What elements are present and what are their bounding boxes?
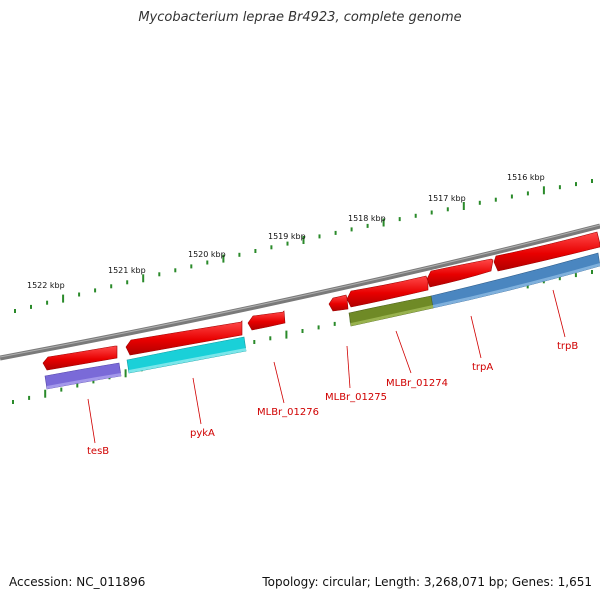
outer-ruler-minor-tick bbox=[206, 260, 209, 265]
inner-ruler-major-tick bbox=[285, 330, 288, 339]
outer-ruler-minor-tick bbox=[558, 185, 561, 190]
gene-arrow-MLBr_01276[interactable] bbox=[247, 310, 286, 331]
outer-ruler-minor-tick bbox=[591, 179, 593, 183]
kbp-label-1518: 1518 kbp bbox=[348, 214, 386, 223]
cog-bar-MLBr_01274-shade bbox=[351, 305, 433, 326]
leader-pykA bbox=[192, 377, 202, 425]
genome-backbone-highlight bbox=[0, 224, 600, 358]
outer-ruler-minor-tick bbox=[30, 304, 32, 309]
inner-ruler-minor-tick bbox=[269, 336, 272, 341]
gene-track bbox=[42, 231, 600, 371]
outer-ruler-minor-tick bbox=[366, 223, 369, 228]
cog-bar-trpB-trpA-shade bbox=[433, 263, 600, 308]
outer-ruler-minor-tick bbox=[526, 191, 529, 196]
outer-ruler-major-tick bbox=[382, 218, 385, 227]
outer-ruler-minor-tick bbox=[254, 249, 257, 253]
kbp-label-1521: 1521 kbp bbox=[108, 266, 146, 275]
cog-bar-pykA-shade bbox=[129, 348, 246, 373]
gene-label-MLBr_01276[interactable]: MLBr_01276 bbox=[257, 407, 319, 418]
leader-MLBr_01276 bbox=[273, 361, 285, 404]
outer-ruler-minor-tick bbox=[334, 230, 337, 235]
gene-label-trpA[interactable]: trpA bbox=[472, 362, 493, 373]
inner-ruler-minor-tick bbox=[574, 273, 577, 278]
inner-ruler-minor-tick bbox=[12, 400, 14, 404]
gene-arrow-pykA[interactable] bbox=[125, 320, 243, 356]
outer-ruler-minor-tick bbox=[430, 210, 433, 215]
inner-ruler-minor-tick bbox=[60, 387, 63, 392]
kbp-label-1520: 1520 kbp bbox=[188, 250, 226, 259]
outer-ruler-minor-tick bbox=[575, 182, 577, 187]
accession-text: Accession: NC_011896 bbox=[9, 575, 146, 589]
leader-trpB bbox=[552, 289, 566, 338]
leader-trpA bbox=[470, 315, 482, 359]
outer-ruler-minor-tick bbox=[158, 272, 161, 277]
inner-ruler-minor-tick bbox=[317, 325, 320, 330]
outer-ruler-minor-tick bbox=[414, 213, 417, 218]
gene-labels: trpB trpA MLBr_01274 MLBr_01275 MLBr_012… bbox=[87, 341, 578, 457]
inner-ruler-minor-tick bbox=[558, 276, 561, 281]
genome-backbone bbox=[0, 223, 600, 361]
kbp-label-1517: 1517 kbp bbox=[428, 194, 466, 203]
outer-ruler-major-tick bbox=[142, 274, 145, 283]
outer-ruler-minor-tick bbox=[94, 288, 97, 293]
outer-ruler-minor-tick bbox=[190, 264, 193, 269]
inner-ruler-minor-tick bbox=[92, 379, 95, 384]
gene-label-pykA[interactable]: pykA bbox=[190, 428, 215, 439]
outer-ruler-major-tick bbox=[542, 186, 545, 195]
outer-ruler-minor-tick bbox=[46, 300, 49, 305]
inner-ruler-minor-tick bbox=[301, 329, 304, 333]
inner-ruler-major-tick bbox=[124, 369, 127, 378]
outer-ruler-minor-tick bbox=[478, 200, 481, 205]
outer-ruler-minor-tick bbox=[318, 234, 321, 239]
gene-label-MLBr_01274[interactable]: MLBr_01274 bbox=[386, 378, 448, 389]
outer-ruler-minor-tick bbox=[398, 217, 401, 222]
inner-ruler-minor-tick bbox=[76, 383, 79, 388]
outer-ruler-minor-tick bbox=[286, 241, 289, 246]
kbp-label-1522: 1522 kbp bbox=[27, 281, 65, 290]
gene-label-trpB[interactable]: trpB bbox=[557, 341, 578, 352]
gene-arrow-tesB[interactable] bbox=[42, 345, 118, 371]
inner-ruler-minor-tick bbox=[253, 340, 256, 344]
outer-ruler-minor-tick bbox=[238, 252, 241, 257]
outer-ruler-major-tick bbox=[462, 202, 465, 210]
cog-bar-tesB-shade bbox=[47, 373, 121, 389]
outer-ruler-minor-tick bbox=[446, 207, 449, 212]
outer-ruler bbox=[14, 179, 593, 313]
outer-ruler-minor-tick bbox=[350, 227, 353, 232]
map-title: Mycobacterium leprae Br4923, complete ge… bbox=[138, 10, 462, 25]
genome-summary-text: Topology: circular; Length: 3,268,071 bp… bbox=[262, 575, 592, 589]
gene-arrow-MLBr_01275[interactable] bbox=[328, 294, 349, 312]
outer-ruler-minor-tick bbox=[78, 292, 81, 297]
outer-ruler-major-tick bbox=[62, 294, 65, 303]
label-leaders bbox=[87, 289, 566, 444]
kbp-tick-labels: 1516 kbp 1517 kbp 1518 kbp 1519 kbp 1520… bbox=[27, 173, 545, 290]
inner-ruler-major-tick bbox=[44, 389, 47, 398]
kbp-label-1516: 1516 kbp bbox=[507, 173, 545, 182]
outer-ruler-minor-tick bbox=[174, 268, 177, 273]
outer-ruler-minor-tick bbox=[494, 197, 497, 202]
outer-ruler-minor-tick bbox=[126, 280, 129, 285]
outer-ruler-minor-tick bbox=[14, 309, 16, 313]
gene-arrow-trpB[interactable] bbox=[493, 231, 600, 272]
outer-ruler-major-tick bbox=[302, 236, 305, 244]
inner-ruler-minor-tick bbox=[333, 321, 336, 326]
outer-ruler-minor-tick bbox=[110, 284, 113, 289]
leader-MLBr_01274 bbox=[395, 330, 412, 374]
inner-ruler-minor-tick bbox=[28, 395, 31, 400]
inner-ruler-minor-tick bbox=[591, 270, 593, 274]
leader-MLBr_01275 bbox=[346, 345, 351, 389]
outer-ruler-minor-tick bbox=[510, 194, 513, 199]
gene-label-MLBr_01275[interactable]: MLBr_01275 bbox=[325, 392, 387, 403]
outer-ruler-major-tick bbox=[222, 254, 225, 263]
gene-label-tesB[interactable]: tesB bbox=[87, 446, 109, 457]
cog-track bbox=[44, 252, 600, 390]
outer-ruler-minor-tick bbox=[270, 245, 273, 250]
leader-tesB bbox=[87, 398, 96, 444]
kbp-label-1519: 1519 kbp bbox=[268, 232, 306, 241]
